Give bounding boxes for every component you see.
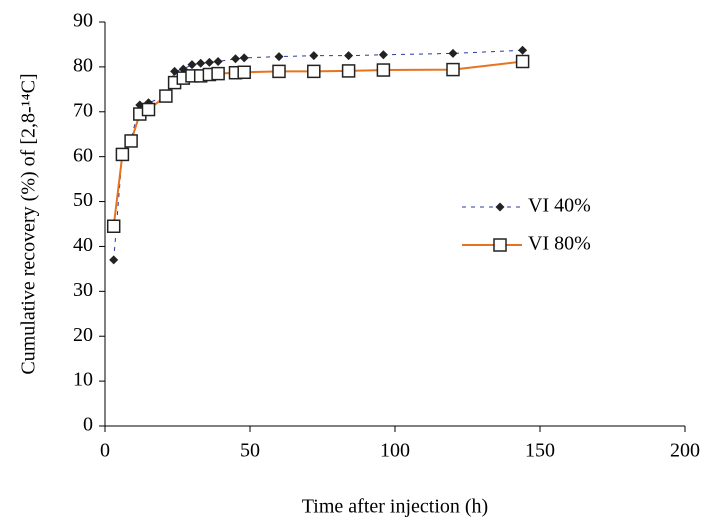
- data-point: [213, 57, 223, 67]
- legend-marker: [493, 238, 507, 252]
- legend-label: VI 80%: [528, 233, 591, 255]
- y-tick-label: 50: [73, 189, 93, 211]
- data-point: [106, 219, 121, 233]
- y-tick-label: 80: [73, 54, 93, 76]
- y-tick-label: 70: [73, 99, 93, 121]
- data-point: [141, 102, 156, 117]
- data-point: [231, 54, 240, 64]
- x-tick-label: 150: [525, 440, 555, 462]
- y-tick-label: 40: [73, 234, 93, 256]
- data-point: [309, 51, 319, 61]
- y-tick-label: 60: [73, 144, 93, 166]
- data-point: [378, 50, 388, 60]
- y-axis-label: Cumulative recovery (%) of [2,8-¹⁴C]: [18, 73, 40, 374]
- data-point: [376, 63, 391, 77]
- legend-marker: [495, 202, 505, 212]
- data-point: [237, 65, 251, 80]
- data-point: [159, 89, 173, 103]
- data-point: [274, 52, 284, 62]
- data-point: [272, 64, 286, 79]
- y-tick-label: 30: [73, 279, 93, 301]
- y-tick-label: 0: [83, 414, 93, 436]
- y-tick-label: 10: [73, 369, 93, 391]
- y-tick-label: 90: [73, 10, 93, 32]
- data-point: [204, 57, 214, 67]
- data-point: [307, 64, 321, 79]
- y-tick-label: 20: [73, 324, 93, 346]
- data-point: [124, 134, 138, 148]
- data-point: [115, 147, 130, 162]
- data-point: [211, 66, 225, 81]
- x-tick-label: 100: [380, 440, 410, 462]
- data-point: [515, 54, 530, 69]
- data-point: [446, 62, 460, 77]
- series-line: [113, 49, 523, 260]
- x-tick-label: 200: [670, 440, 700, 462]
- x-tick-label: 0: [100, 440, 110, 462]
- data-point: [239, 53, 249, 63]
- data-point: [518, 45, 528, 55]
- legend-label: VI 40%: [528, 195, 591, 217]
- x-axis-label: Time after injection (h): [302, 496, 488, 518]
- data-point: [196, 58, 206, 68]
- data-point: [344, 51, 354, 61]
- x-tick-label: 50: [240, 440, 260, 462]
- data-point: [448, 48, 458, 58]
- data-point: [109, 255, 119, 265]
- data-point: [187, 60, 197, 70]
- data-point: [341, 64, 356, 78]
